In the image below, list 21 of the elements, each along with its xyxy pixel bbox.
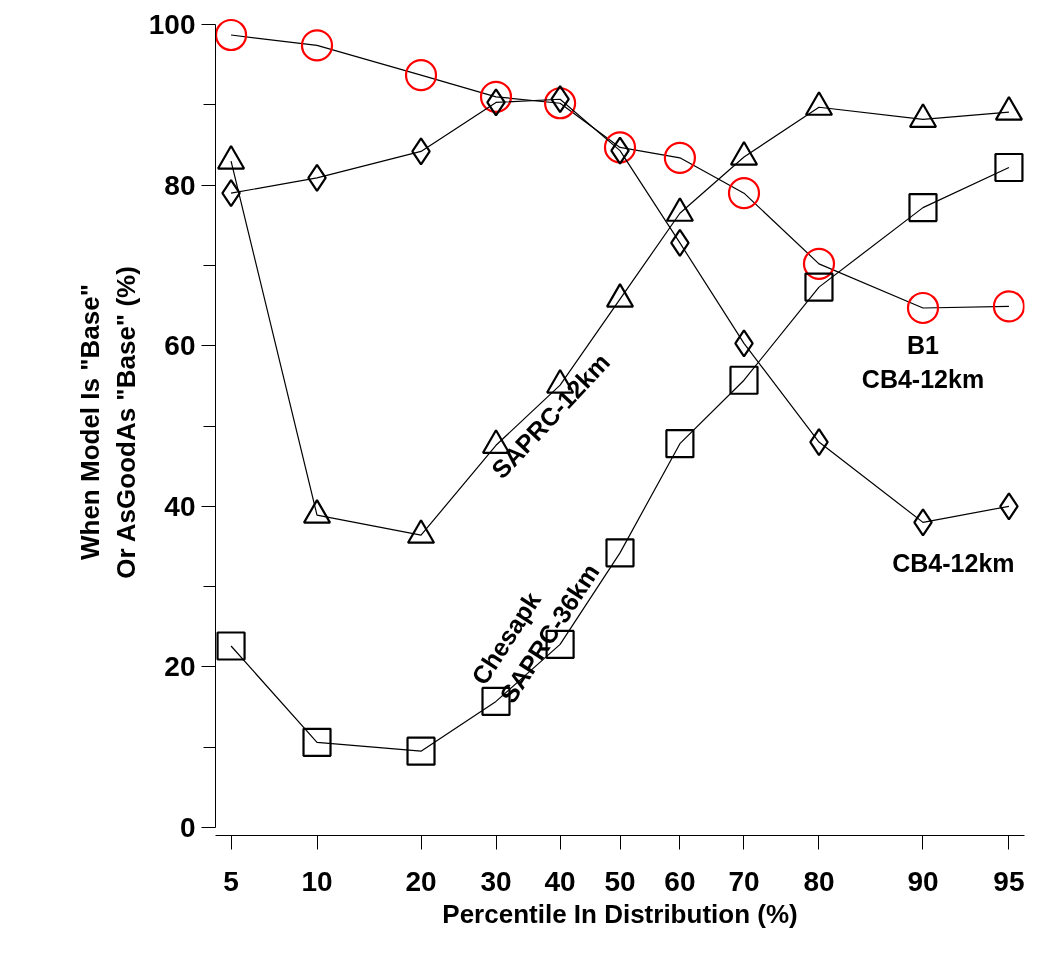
x-axis-title: Percentile In Distribution (%)	[442, 898, 798, 929]
x-tick-label: 5	[223, 865, 239, 897]
x-tick-label: 95	[993, 865, 1025, 897]
x-tick-label: 90	[907, 865, 939, 897]
series-label: CB4-12km	[892, 548, 1015, 577]
x-tick-label: 50	[604, 865, 636, 897]
y-tick-label: 60	[164, 330, 196, 362]
x-tick-label: 70	[728, 865, 760, 897]
y-axis-title: When Model Is "Base" Or AsGoodAs "Base" (%)	[74, 266, 141, 579]
x-tick-label: 10	[301, 865, 333, 897]
y-tick-label: 40	[164, 490, 196, 522]
y-tick-label: 0	[179, 811, 196, 843]
x-tick-label: 60	[664, 865, 696, 897]
x-tick-label: 30	[480, 865, 512, 897]
y-tick-label: 20	[164, 651, 196, 683]
x-tick-label: 20	[405, 865, 437, 897]
x-tick-label: 80	[803, 865, 835, 897]
series-label: B1 CB4-12km	[861, 330, 985, 393]
y-tick-label: 100	[148, 9, 196, 41]
x-tick-label: 40	[544, 865, 576, 897]
y-tick-label: 80	[164, 169, 196, 201]
